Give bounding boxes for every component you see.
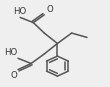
Text: HO: HO [14, 7, 27, 16]
Text: O: O [46, 5, 53, 14]
Text: O: O [10, 71, 17, 80]
Text: HO: HO [4, 48, 17, 57]
